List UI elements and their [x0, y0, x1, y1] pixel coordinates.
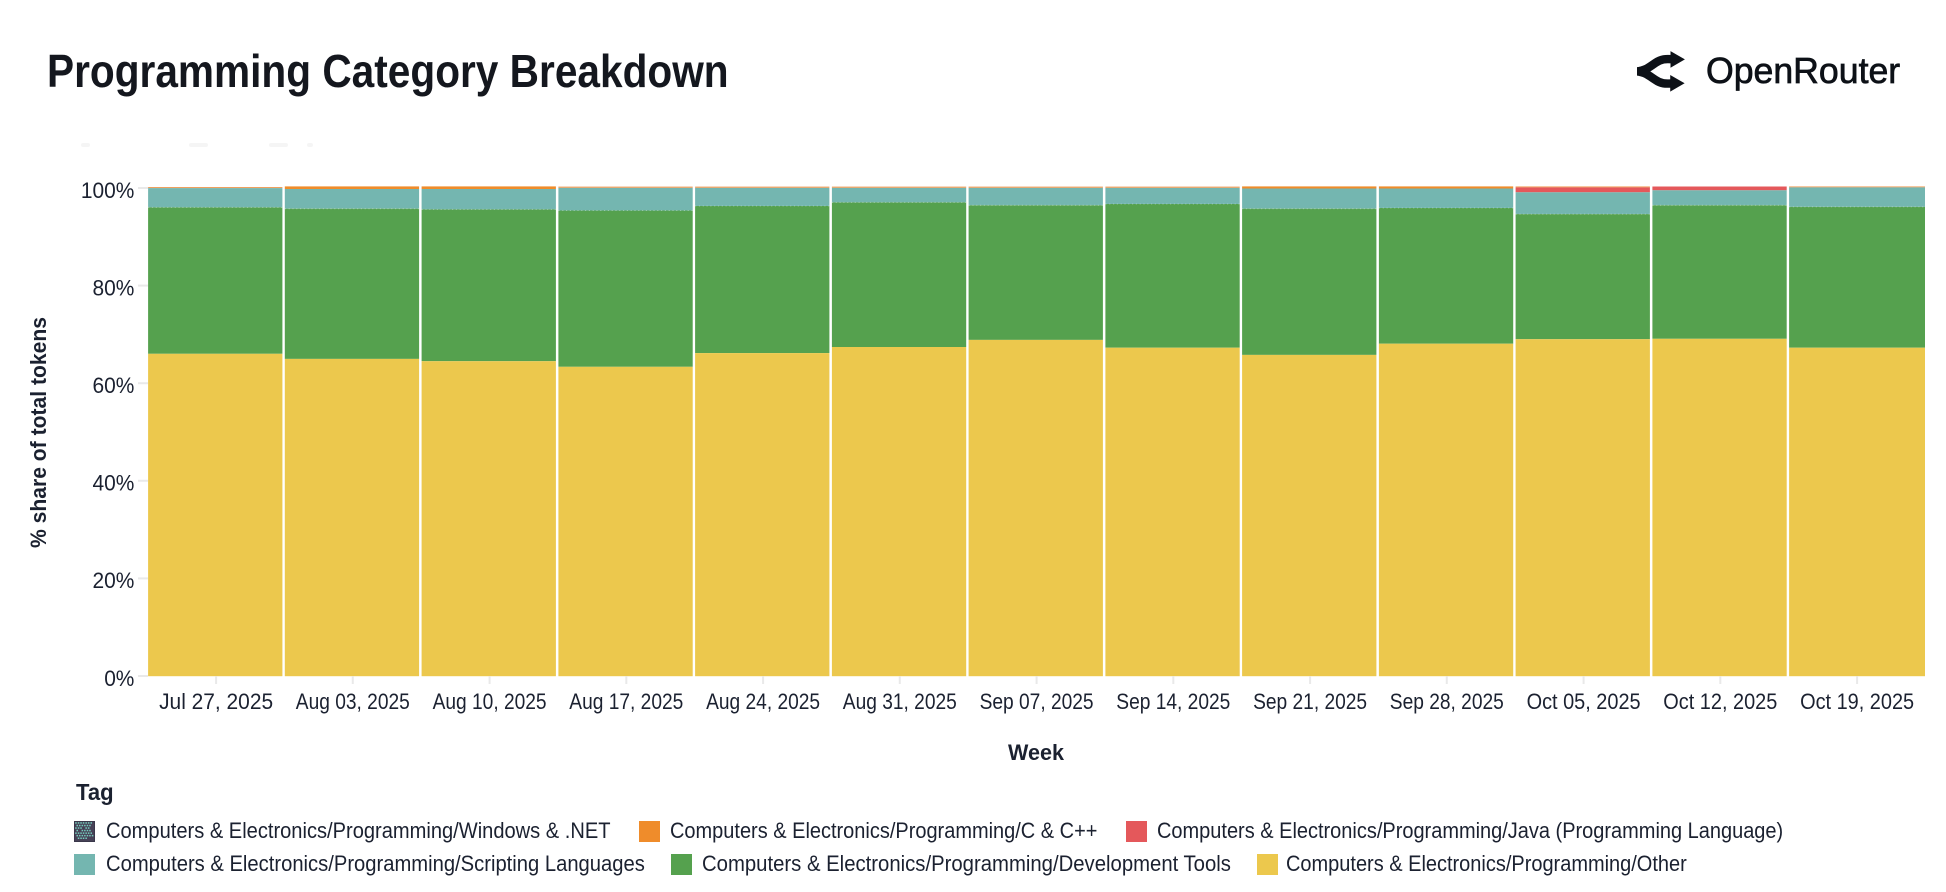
- svg-text:Aug 10, 2025: Aug 10, 2025: [433, 689, 547, 714]
- svg-text:0%: 0%: [104, 666, 134, 691]
- svg-text:20%: 20%: [93, 568, 135, 593]
- svg-text:Sep 28, 2025: Sep 28, 2025: [1390, 689, 1504, 714]
- svg-text:Sep 14, 2025: Sep 14, 2025: [1116, 689, 1230, 714]
- svg-text:Oct 05, 2025: Oct 05, 2025: [1527, 689, 1641, 714]
- svg-text:Week: Week: [1008, 740, 1065, 765]
- svg-text:Oct 19, 2025: Oct 19, 2025: [1800, 689, 1914, 714]
- svg-text:Aug 24, 2025: Aug 24, 2025: [706, 689, 820, 714]
- svg-text:Aug 31, 2025: Aug 31, 2025: [843, 689, 957, 714]
- svg-text:Sep 07, 2025: Sep 07, 2025: [980, 689, 1094, 714]
- svg-text:% share of total tokens: % share of total tokens: [26, 317, 51, 548]
- svg-text:Oct 12, 2025: Oct 12, 2025: [1663, 689, 1777, 714]
- svg-text:Sep 21, 2025: Sep 21, 2025: [1253, 689, 1367, 714]
- svg-text:Aug 17, 2025: Aug 17, 2025: [569, 689, 683, 714]
- svg-text:80%: 80%: [93, 275, 135, 300]
- svg-text:100%: 100%: [81, 178, 135, 203]
- svg-text:40%: 40%: [93, 471, 135, 496]
- svg-text:Aug 03, 2025: Aug 03, 2025: [296, 689, 410, 714]
- svg-text:60%: 60%: [93, 373, 135, 398]
- svg-text:Jul 27, 2025: Jul 27, 2025: [159, 689, 273, 714]
